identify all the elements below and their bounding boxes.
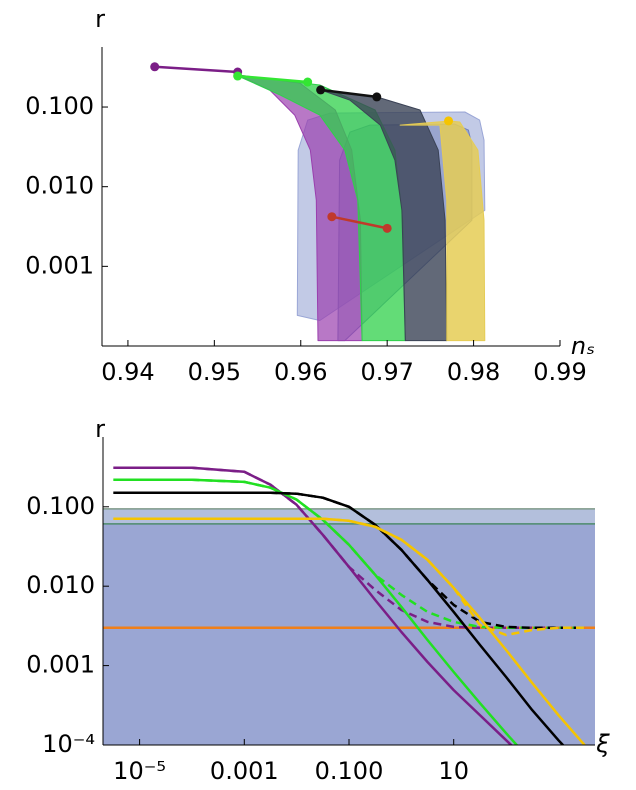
- y-tick-label: 0.001: [26, 651, 95, 679]
- y-tick-label: 10⁻⁴: [42, 730, 95, 758]
- band: [399, 120, 486, 342]
- series-line: [113, 517, 585, 637]
- y-tick-label: 0.001: [25, 251, 94, 279]
- x-axis-label: ξ: [595, 730, 610, 758]
- x-tick-label: 0.98: [447, 358, 500, 386]
- y-tick-label: 0.010: [26, 571, 95, 599]
- point: [372, 92, 382, 102]
- point: [150, 62, 160, 72]
- region: [103, 523, 595, 745]
- x-axis-label: nₛ: [571, 332, 595, 360]
- point: [316, 85, 326, 95]
- y-tick-label: 0.100: [25, 92, 94, 120]
- x-tick-label: 0.100: [315, 757, 384, 785]
- series-line: [113, 491, 585, 630]
- x-tick-label: 0.001: [210, 757, 279, 785]
- x-tick-label: 10⁻⁵: [113, 757, 166, 785]
- plot-area: [103, 466, 595, 745]
- y-axis-label: r: [95, 415, 105, 443]
- x-tick-label: 10: [438, 757, 469, 785]
- y-tick-label: 0.100: [26, 492, 95, 520]
- point: [327, 212, 337, 222]
- point: [303, 77, 313, 87]
- series-line: [320, 88, 377, 99]
- x-tick-label: 0.94: [101, 358, 154, 386]
- series-line: [237, 74, 308, 84]
- point: [382, 223, 392, 233]
- plot-area: [150, 62, 486, 342]
- point: [444, 116, 454, 126]
- x-tick-label: 0.96: [274, 358, 327, 386]
- x-tick-label: 0.95: [188, 358, 241, 386]
- x-tick-label: 0.97: [360, 358, 413, 386]
- series-line: [113, 491, 565, 745]
- x-tick-label: 0.99: [533, 358, 586, 386]
- y-tick-label: 0.010: [25, 172, 94, 200]
- series-line: [154, 65, 238, 74]
- band: [320, 89, 448, 342]
- y-axis-label: r: [95, 5, 105, 33]
- series-line: [331, 215, 388, 230]
- point: [233, 71, 243, 81]
